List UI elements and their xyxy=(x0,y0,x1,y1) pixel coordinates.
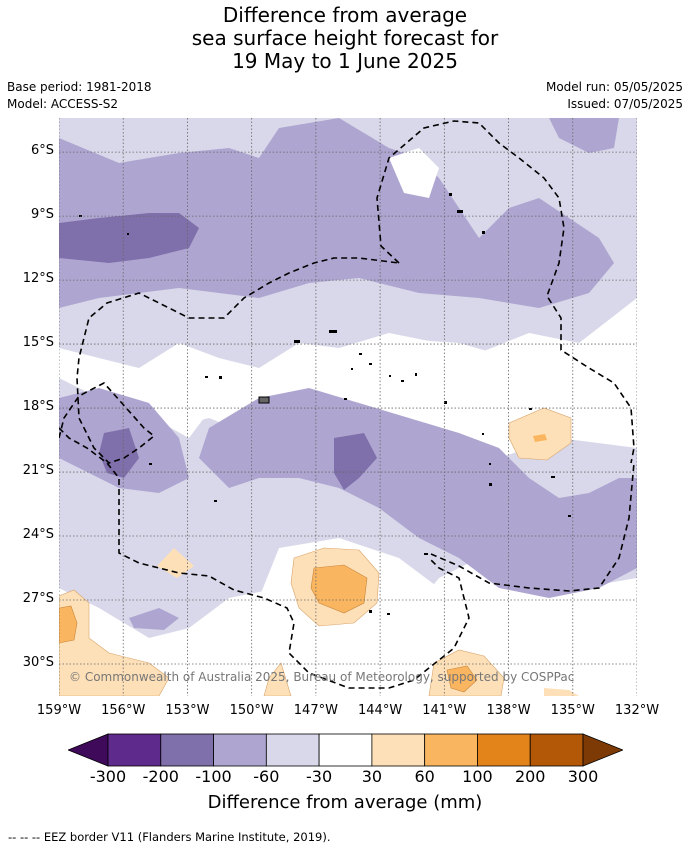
band-minus-30-south xyxy=(59,378,637,638)
longitude-tick-label: 138°W xyxy=(486,703,531,718)
longitude-tick-label: 135°W xyxy=(550,703,595,718)
latitude-tick-label: 12°S xyxy=(22,271,54,287)
colorbar-swatch xyxy=(318,733,373,767)
latitude-tick-label: 18°S xyxy=(22,399,54,415)
colorbar-tick-label: -200 xyxy=(142,767,179,786)
colorbar-swatch xyxy=(107,733,162,767)
colorbar-tick-label: 300 xyxy=(567,767,599,786)
title-line-3: 19 May to 1 June 2025 xyxy=(232,49,458,73)
band-plus-60-east xyxy=(533,434,547,442)
eez-border-north xyxy=(376,120,635,464)
longitude-tick-label: 132°W xyxy=(614,703,660,718)
longitude-tick-label: 147°W xyxy=(293,703,338,718)
band-neutral-gap-2 xyxy=(169,398,204,438)
longitude-tick-label: 156°W xyxy=(101,703,146,718)
colorbar-tick-label: -30 xyxy=(306,767,333,786)
band-neutral-gap-5 xyxy=(389,148,439,198)
band-plus-30-south-mid xyxy=(263,662,292,696)
band-plus-60-south-east xyxy=(446,665,478,693)
colorbar-extend-low xyxy=(68,733,109,767)
base-period: Base period: 1981-2018 xyxy=(7,80,152,94)
latitude-tick-label: 6°S xyxy=(30,143,54,159)
latitude-tick-label: 21°S xyxy=(22,463,54,479)
colorbar-swatch xyxy=(371,733,426,767)
colorbar-tick-label: -300 xyxy=(89,767,127,786)
band-neutral-gap-1 xyxy=(319,338,637,428)
colorbar-swatch xyxy=(265,733,320,767)
band-plus-30-sw xyxy=(59,589,170,696)
band-minus-100-north xyxy=(59,213,199,263)
colorbar-tick-label: -60 xyxy=(253,767,280,786)
band-plus-60-central xyxy=(310,564,368,614)
band-plus-30-south-far xyxy=(544,688,579,696)
colorbar-tick-label: 200 xyxy=(514,767,546,786)
longitude-tick-label: 153°W xyxy=(165,703,210,718)
eez-border-south xyxy=(430,462,635,592)
colorbar-swatch xyxy=(477,733,531,767)
latitude-tick-label: 27°S xyxy=(22,591,54,607)
colorbar-tick-label: 30 xyxy=(361,767,383,786)
colorbar-swatch xyxy=(160,733,214,767)
latitude-tick-label: 9°S xyxy=(30,207,54,223)
eez-border-west xyxy=(59,257,400,464)
colorbar-swatch xyxy=(213,733,267,767)
band-minus-100-central xyxy=(334,433,377,490)
longitude-tick-label: 159°W xyxy=(36,703,82,718)
eez-legend: -- -- -- EEZ border V11 (Flanders Marine… xyxy=(8,830,331,844)
longitude-tick-label: 144°W xyxy=(358,703,403,718)
colorbar-swatch xyxy=(529,733,584,767)
latitude-tick-label: 15°S xyxy=(22,335,54,351)
copyright-text: © Commonwealth of Australia 2025, Bureau… xyxy=(69,670,574,684)
title-line-2: sea surface height forecast for xyxy=(191,26,499,50)
map-svg: © Commonwealth of Australia 2025, Bureau… xyxy=(59,118,637,696)
colorbar-tick-label: 60 xyxy=(414,767,435,786)
title-line-1: Difference from average xyxy=(222,3,468,27)
eez-borders xyxy=(59,120,635,689)
band-minus-60-north xyxy=(59,118,614,308)
colorbar-swatch xyxy=(424,733,478,767)
band-plus-30-east xyxy=(508,407,572,461)
colorbar-extend-high xyxy=(582,733,623,767)
issued-date: Issued: 07/05/2025 xyxy=(567,97,683,111)
latitude-tick-label: 30°S xyxy=(22,655,54,670)
longitude-tick-label: 141°W xyxy=(422,703,467,718)
colorbar-tick-label: 100 xyxy=(462,767,493,786)
colorbar xyxy=(68,733,623,767)
latitude-tick-label: 24°S xyxy=(22,527,54,543)
colorbar-tick-label: -100 xyxy=(195,767,232,786)
longitude-tick-label: 150°W xyxy=(229,703,274,718)
islands xyxy=(79,193,571,615)
colorbar-title: Difference from average (mm) xyxy=(207,792,483,813)
sea-level-map: © Commonwealth of Australia 2025, Bureau… xyxy=(59,118,637,696)
band-minus-60-ne xyxy=(549,118,619,153)
band-minus-60-central xyxy=(199,388,637,598)
band-plus-60-sw xyxy=(59,605,78,644)
model-run: Model run: 05/05/2025 xyxy=(545,80,683,94)
band-minus-60-south-sw xyxy=(129,608,179,630)
model-name: Model: ACCESS-S2 xyxy=(7,97,119,111)
